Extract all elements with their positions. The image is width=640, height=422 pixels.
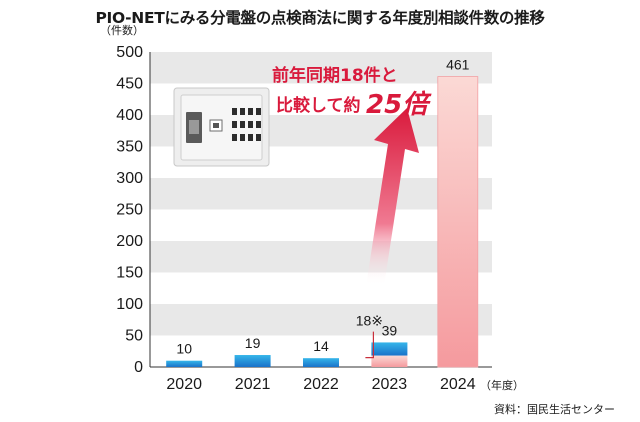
y-tick-label: 50 [125,328,143,345]
distribution-board-illustration [173,87,270,167]
x-category-label: 2020 [166,376,202,393]
grid-band [150,304,492,336]
y-axis-ticks: 0 50 100 150 200 250 300 350 400 450 500 [116,44,143,376]
x-category-label: 2024 [440,376,476,393]
x-axis-unit-label: （年度） [480,378,524,392]
x-category-label: 2022 [303,376,339,393]
bar-2020 [166,360,203,367]
annotation-multiplier: 25倍 [366,90,432,120]
y-tick-label: 300 [116,170,143,187]
bar-2023-remainder [371,342,408,356]
y-tick-label: 200 [116,233,143,250]
bar-value-labels: 10 19 14 39 461 [176,57,469,357]
same-period-callout: 18※ [356,313,383,359]
y-tick-label: 450 [116,76,143,93]
bar-value-label: 19 [245,335,261,351]
x-category-label: 2023 [372,376,408,393]
bar-value-label: 14 [313,338,329,354]
annotation-line1: 前年同期18件と [272,65,398,86]
same-period-leader-line [365,331,374,359]
bar-2024 [437,76,479,368]
y-tick-label: 250 [116,202,143,219]
y-tick-label: 100 [116,296,143,313]
y-tick-label: 350 [116,139,143,156]
bar-value-label: 461 [446,57,470,73]
bars [166,76,479,368]
y-tick-label: 0 [134,359,143,376]
grid-band [150,52,492,84]
y-tick-label: 150 [116,265,143,282]
annotation-line2-prefix: 比較して約 [276,95,361,116]
grid-band [150,178,492,210]
bar-value-label: 39 [382,322,398,338]
x-category-label: 2021 [235,376,271,393]
growth-arrow [366,108,419,286]
bar-value-label: 10 [176,341,192,357]
bar-2023-same-period [371,355,408,367]
bar-2022 [303,358,339,367]
grid-band [150,241,492,273]
bar-2021 [234,355,271,367]
y-axis-label: （件数） [100,24,144,37]
same-period-label: 18※ [356,313,383,329]
y-tick-label: 400 [116,107,143,124]
source-note: 資料：国民生活センター [494,402,615,416]
y-tick-label: 500 [116,44,143,61]
x-axis-categories: 2020 2021 2022 2023 2024 [166,376,475,393]
chart-title: PIO-NETにみる分電盤の点検商法に関する年度別相談件数の推移 [95,9,545,27]
